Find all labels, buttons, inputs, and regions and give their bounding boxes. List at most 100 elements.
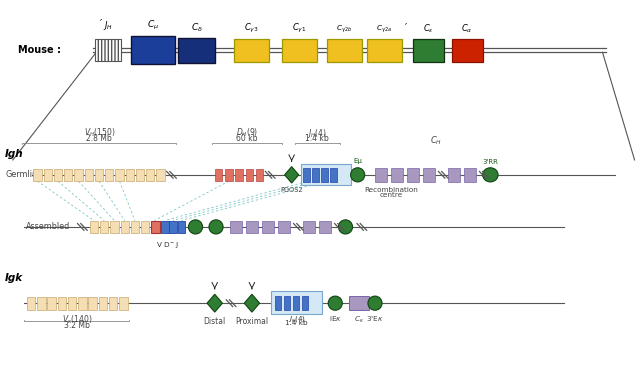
Bar <box>278 221 290 233</box>
Text: $J_\kappa$(4): $J_\kappa$(4) <box>288 314 306 324</box>
Bar <box>95 169 103 181</box>
Bar <box>407 168 419 182</box>
Bar <box>126 169 134 181</box>
Text: $C_\kappa$: $C_\kappa$ <box>354 314 364 324</box>
Bar <box>68 297 76 310</box>
Bar <box>375 168 387 182</box>
Bar <box>105 169 113 181</box>
Text: Assembled: Assembled <box>26 222 70 231</box>
Bar <box>109 297 117 310</box>
Bar <box>284 296 290 310</box>
Bar <box>95 39 121 61</box>
Bar <box>131 36 175 64</box>
Text: $C_H$: $C_H$ <box>430 134 442 147</box>
Text: 3.2 Mb: 3.2 Mb <box>64 321 90 330</box>
Bar <box>235 169 243 181</box>
Text: 3'RR: 3'RR <box>483 159 498 165</box>
Bar <box>391 168 403 182</box>
Bar <box>301 164 351 185</box>
Ellipse shape <box>368 296 382 310</box>
Ellipse shape <box>483 168 498 182</box>
Polygon shape <box>285 167 299 183</box>
Bar <box>230 221 242 233</box>
Text: PDOS2: PDOS2 <box>280 187 303 193</box>
Bar <box>151 221 160 233</box>
Text: 60 kb: 60 kb <box>236 134 258 143</box>
Text: $V_H$(150): $V_H$(150) <box>84 127 115 139</box>
Bar <box>302 296 308 310</box>
Text: $C_\alpha$: $C_\alpha$ <box>462 22 473 35</box>
Text: Proximal: Proximal <box>235 317 269 326</box>
Bar <box>413 39 444 62</box>
Text: Igh: Igh <box>5 150 24 159</box>
Bar <box>161 221 169 233</box>
Bar <box>256 169 263 181</box>
Bar <box>282 39 317 62</box>
Bar <box>319 221 331 233</box>
Text: ′: ′ <box>405 23 408 33</box>
Bar <box>303 168 310 182</box>
Bar <box>448 168 460 182</box>
Bar <box>215 169 222 181</box>
Bar <box>312 168 319 182</box>
Text: 1.4 kb: 1.4 kb <box>305 134 329 143</box>
Bar <box>246 221 258 233</box>
Ellipse shape <box>188 220 203 234</box>
Text: Germline: Germline <box>5 170 42 179</box>
Bar <box>90 221 98 233</box>
Ellipse shape <box>328 296 342 310</box>
Text: $C_\delta$: $C_\delta$ <box>191 21 203 34</box>
Bar <box>136 169 144 181</box>
Bar <box>119 297 128 310</box>
Bar <box>99 297 107 310</box>
Bar <box>131 221 139 233</box>
Bar <box>303 221 315 233</box>
Text: $V_\kappa$(140): $V_\kappa$(140) <box>62 314 92 326</box>
Bar <box>110 221 119 233</box>
Bar <box>156 169 165 181</box>
Bar <box>88 297 97 310</box>
Bar <box>44 169 52 181</box>
Text: $C_{\gamma2b}$: $C_{\gamma2b}$ <box>337 23 353 35</box>
Bar <box>47 297 56 310</box>
Ellipse shape <box>351 168 365 182</box>
Bar <box>27 297 35 310</box>
Bar <box>141 221 149 233</box>
Text: 1.4 kb: 1.4 kb <box>285 320 308 326</box>
Ellipse shape <box>209 220 223 234</box>
Bar <box>178 38 215 63</box>
Text: $J_H$: $J_H$ <box>103 19 113 32</box>
Text: iE$\kappa$: iE$\kappa$ <box>329 314 342 323</box>
Bar <box>64 169 72 181</box>
Text: Mouse :: Mouse : <box>18 45 61 55</box>
Bar <box>169 221 177 233</box>
Bar <box>85 169 93 181</box>
Bar <box>452 39 483 62</box>
Text: Eµ: Eµ <box>353 158 362 164</box>
Bar <box>275 296 281 310</box>
Bar <box>178 221 185 233</box>
Bar <box>33 169 42 181</box>
Bar <box>246 169 253 181</box>
Text: centre: centre <box>379 192 403 198</box>
Bar <box>78 297 87 310</box>
Text: $D_H$(9): $D_H$(9) <box>236 127 258 139</box>
Text: 2.8 Mb: 2.8 Mb <box>87 134 112 143</box>
Bar <box>423 168 435 182</box>
Text: Igk: Igk <box>5 273 23 283</box>
Bar <box>321 168 328 182</box>
Bar <box>293 296 299 310</box>
Bar <box>262 221 274 233</box>
Bar <box>146 169 154 181</box>
Bar <box>100 221 108 233</box>
Bar <box>37 297 46 310</box>
Bar <box>464 168 476 182</box>
Bar <box>367 39 402 62</box>
Bar <box>115 169 124 181</box>
Text: $C_{\gamma3}$: $C_{\gamma3}$ <box>244 22 259 35</box>
Bar <box>327 39 362 62</box>
Text: $C_\mu$: $C_\mu$ <box>147 19 159 32</box>
Text: $C_\epsilon$: $C_\epsilon$ <box>424 22 434 35</box>
Bar <box>54 169 62 181</box>
Text: 3'E$\kappa$: 3'E$\kappa$ <box>366 314 384 323</box>
